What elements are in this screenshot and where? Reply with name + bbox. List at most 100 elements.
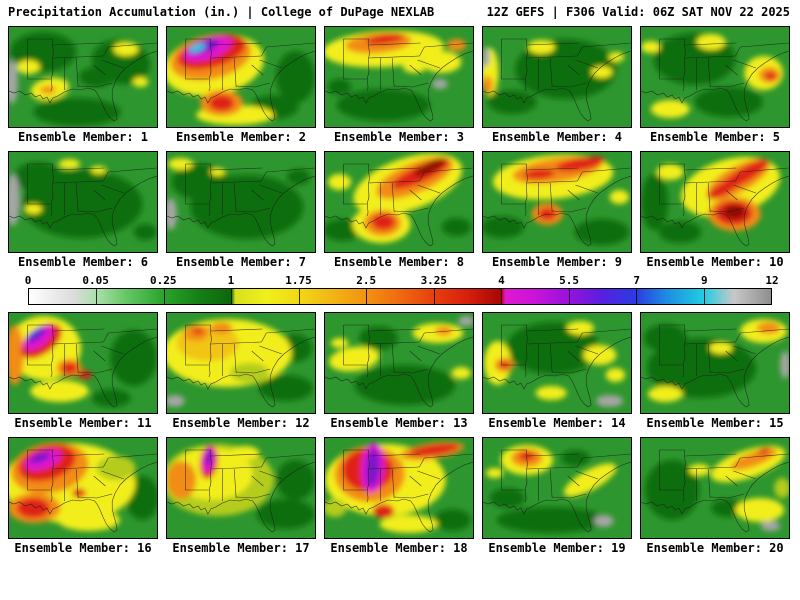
colorbar-label: 1: [227, 274, 235, 287]
precip-map-member-13[interactable]: [324, 312, 474, 414]
precip-map-member-2[interactable]: [166, 26, 316, 128]
ensemble-member-label: Ensemble Member: 14: [488, 416, 626, 430]
colorbar-label: 7: [633, 274, 641, 287]
precip-map-image: [641, 27, 789, 127]
ensemble-panel: Ensemble Member: 7: [166, 151, 316, 269]
colorbar-label: 9: [701, 274, 708, 287]
precip-map-image: [325, 313, 473, 413]
colorbar-tick: [366, 289, 368, 304]
precip-map-image: [167, 152, 315, 252]
precip-map-member-19[interactable]: [482, 437, 632, 539]
ensemble-member-label: Ensemble Member: 17: [172, 541, 310, 555]
ensemble-panel: Ensemble Member: 17: [166, 437, 316, 555]
precip-map-member-17[interactable]: [166, 437, 316, 539]
ensemble-member-label: Ensemble Member: 6: [17, 255, 149, 269]
precip-map-image: [641, 152, 789, 252]
colorbar-tick: [433, 289, 435, 304]
precip-map-image: [325, 27, 473, 127]
ensemble-member-label: Ensemble Member: 7: [175, 255, 307, 269]
ensemble-panel: Ensemble Member: 12: [166, 312, 316, 430]
ensemble-row-3: Ensemble Member: 11 Ensemble Member: 12 En…: [0, 312, 800, 430]
ensemble-member-label: Ensemble Member: 10: [646, 255, 784, 269]
ensemble-panel: Ensemble Member: 9: [482, 151, 632, 269]
colorbar-label: 0: [24, 274, 32, 287]
ensemble-member-label: Ensemble Member: 4: [491, 130, 623, 144]
ensemble-panel: Ensemble Member: 14: [482, 312, 632, 430]
precip-map-member-10[interactable]: [640, 151, 790, 253]
ensemble-member-label: Ensemble Member: 9: [491, 255, 623, 269]
ensemble-member-label: Ensemble Member: 19: [488, 541, 626, 555]
precip-map-image: [325, 152, 473, 252]
colorbar-label: 0.05: [82, 274, 109, 287]
ensemble-member-label: Ensemble Member: 13: [330, 416, 468, 430]
colorbar-label: 5.5: [559, 274, 580, 287]
colorbar-tick: [703, 289, 705, 304]
precip-map-member-14[interactable]: [482, 312, 632, 414]
precip-map-image: [167, 313, 315, 413]
precip-map-member-18[interactable]: [324, 437, 474, 539]
precip-map-member-11[interactable]: [8, 312, 158, 414]
precip-map-image: [483, 27, 631, 127]
page-title: Precipitation Accumulation (in.) | Colle…: [8, 5, 435, 19]
precip-map-member-15[interactable]: [640, 312, 790, 414]
precip-map-member-6[interactable]: [8, 151, 158, 253]
colorbar-labels: 0 0.05 0.25 1 1.75 2.5 3.25 4 5.5 7 9 12: [24, 274, 779, 288]
colorbar-tick: [501, 289, 503, 304]
ensemble-member-label: Ensemble Member: 20: [646, 541, 784, 555]
ensemble-panel: Ensemble Member: 15: [640, 312, 790, 430]
precip-map-member-4[interactable]: [482, 26, 632, 128]
ensemble-row-2: Ensemble Member: 6 Ensemble Member: 7 Ense…: [0, 151, 800, 269]
colorbar-gradient: [28, 288, 772, 305]
precip-map-image: [9, 27, 157, 127]
precip-map-member-8[interactable]: [324, 151, 474, 253]
precip-map-member-12[interactable]: [166, 312, 316, 414]
ensemble-panel: Ensemble Member: 10: [640, 151, 790, 269]
ensemble-panel: Ensemble Member: 16: [8, 437, 158, 555]
model-run-info: 12Z GEFS | F306 Valid: 06Z SAT NOV 22 20…: [486, 5, 790, 19]
precip-map-member-9[interactable]: [482, 151, 632, 253]
ensemble-panel: Ensemble Member: 11: [8, 312, 158, 430]
colorbar-tick: [568, 289, 570, 304]
precip-map-image: [483, 152, 631, 252]
precip-map-image: [483, 438, 631, 538]
precip-map-member-16[interactable]: [8, 437, 158, 539]
colorbar-label: 2.5: [356, 274, 377, 287]
precip-map-image: [167, 27, 315, 127]
ensemble-row-1: Ensemble Member: 1 Ensemble Member: 2 Ense…: [0, 26, 800, 144]
precip-map-member-3[interactable]: [324, 26, 474, 128]
precip-map-image: [641, 313, 789, 413]
precip-map-member-7[interactable]: [166, 151, 316, 253]
ensemble-panel: Ensemble Member: 6: [8, 151, 158, 269]
precip-map-member-1[interactable]: [8, 26, 158, 128]
colorbar-tick: [771, 289, 772, 304]
ensemble-member-label: Ensemble Member: 11: [14, 416, 152, 430]
precip-map-image: [9, 152, 157, 252]
precip-map-member-20[interactable]: [640, 437, 790, 539]
colorbar-label: 4: [498, 274, 505, 287]
ensemble-member-label: Ensemble Member: 18: [330, 541, 468, 555]
precip-map-image: [9, 313, 157, 413]
ensemble-panel: Ensemble Member: 5: [640, 26, 790, 144]
ensemble-member-label: Ensemble Member: 5: [649, 130, 781, 144]
ensemble-member-label: Ensemble Member: 8: [333, 255, 465, 269]
precip-map-image: [483, 313, 631, 413]
colorbar-label: 12: [765, 274, 779, 287]
colorbar-tick: [163, 289, 165, 304]
ensemble-panel: Ensemble Member: 3: [324, 26, 474, 144]
colorbar-tick: [231, 289, 233, 304]
colorbar-tick: [636, 289, 638, 304]
ensemble-member-label: Ensemble Member: 15: [646, 416, 784, 430]
colorbar-label: 1.75: [285, 274, 312, 287]
ensemble-member-label: Ensemble Member: 1: [17, 130, 149, 144]
colorbar-tick: [298, 289, 300, 304]
precip-map-member-5[interactable]: [640, 26, 790, 128]
ensemble-panel: Ensemble Member: 13: [324, 312, 474, 430]
ensemble-member-label: Ensemble Member: 16: [14, 541, 152, 555]
precip-map-image: [9, 438, 157, 538]
ensemble-panel: Ensemble Member: 1: [8, 26, 158, 144]
title-bar: Precipitation Accumulation (in.) | Colle…: [0, 0, 800, 19]
colorbar: 0 0.05 0.25 1 1.75 2.5 3.25 4 5.5 7 9 12: [24, 274, 779, 305]
colorbar-tick: [96, 289, 98, 304]
colorbar-label: 3.25: [420, 274, 448, 287]
precip-map-image: [641, 438, 789, 538]
